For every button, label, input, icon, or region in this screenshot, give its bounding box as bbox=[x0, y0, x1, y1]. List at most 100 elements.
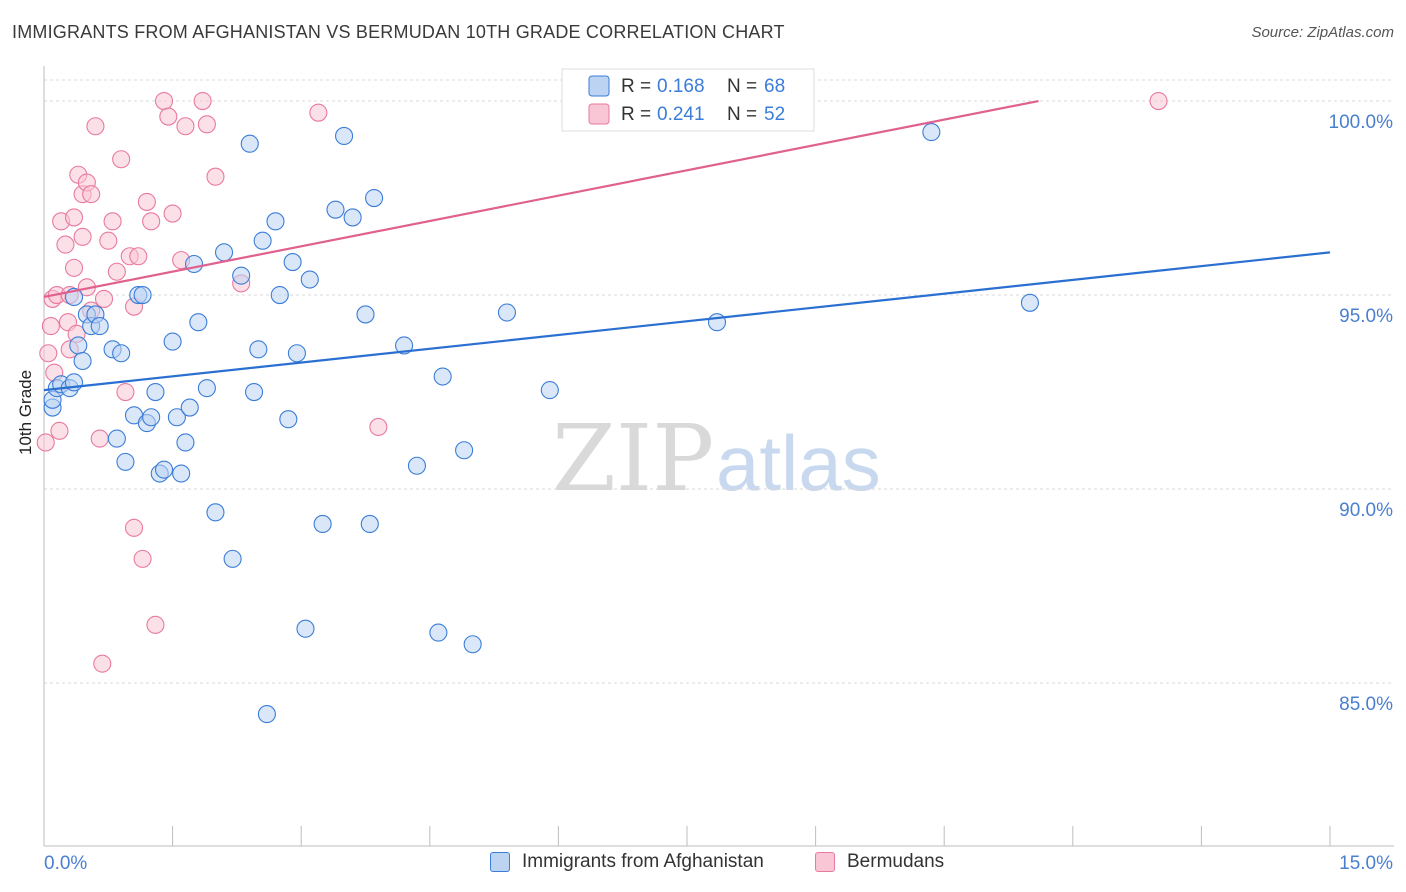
bermudan-point bbox=[82, 185, 101, 204]
afghanistan-point bbox=[244, 382, 264, 402]
chart-title: IMMIGRANTS FROM AFGHANISTAN VS BERMUDAN … bbox=[12, 22, 785, 42]
afghanistan-points bbox=[43, 91, 1039, 724]
y-tick-label: 100.0% bbox=[1329, 112, 1394, 133]
afghanistan-point bbox=[197, 379, 216, 398]
bermudan-point bbox=[112, 150, 131, 169]
bermudan-point bbox=[176, 117, 195, 136]
bermudan-point bbox=[99, 231, 118, 250]
afghanistan-point bbox=[167, 408, 186, 427]
bermudan-point bbox=[133, 549, 152, 568]
stats-n-value-blue: 68 bbox=[764, 76, 785, 97]
afghanistan-point bbox=[463, 635, 482, 654]
afghanistan-point bbox=[257, 705, 276, 724]
bermudan-point bbox=[73, 227, 92, 246]
bermudan-point bbox=[193, 91, 212, 111]
bermudan-point bbox=[142, 212, 161, 231]
bermudan-point bbox=[103, 212, 122, 231]
afghanistan-point bbox=[395, 336, 414, 355]
stats-swatch-pink bbox=[588, 103, 610, 125]
x-tick-label-min: 0.0% bbox=[44, 853, 87, 874]
bermudan-point bbox=[163, 204, 182, 223]
afghanistan-point bbox=[142, 408, 161, 427]
axes bbox=[43, 66, 1394, 847]
bermudan-point bbox=[39, 344, 58, 363]
afghanistan-point bbox=[326, 200, 345, 219]
afghanistan-point bbox=[356, 305, 375, 324]
stats-swatch-blue bbox=[588, 75, 610, 97]
afghanistan-point bbox=[249, 340, 268, 359]
bermudan-point bbox=[64, 258, 84, 277]
bermudan-point bbox=[36, 433, 55, 452]
bermudan-point bbox=[129, 247, 148, 266]
afghanistan-point bbox=[707, 313, 727, 332]
afghanistan-point bbox=[343, 208, 362, 227]
legend-swatch-blue bbox=[490, 852, 510, 872]
y-tick-label: 85.0% bbox=[1339, 694, 1393, 715]
source-label: Source: ZipAtlas.com bbox=[1251, 24, 1394, 41]
gridlines bbox=[44, 79, 1394, 684]
bermudan-point bbox=[146, 615, 165, 634]
bermudan-point bbox=[159, 107, 178, 126]
y-tick-labels: 85.0% 90.0% 95.0% 100.0% bbox=[1329, 112, 1394, 715]
afghanistan-point bbox=[497, 303, 517, 322]
bermudan-point bbox=[86, 117, 105, 136]
afghanistan-point bbox=[90, 317, 109, 336]
bermudan-point bbox=[1149, 91, 1168, 111]
afghanistan-point bbox=[180, 398, 199, 417]
afghanistan-point bbox=[360, 514, 379, 534]
afghanistan-point bbox=[214, 243, 234, 262]
x-tick-labels: 0.0% 15.0% bbox=[44, 853, 1393, 874]
legend-swatch-pink bbox=[815, 852, 835, 872]
afghanistan-point bbox=[455, 441, 474, 460]
y-tick-label: 95.0% bbox=[1339, 306, 1393, 327]
bermudan-point bbox=[309, 103, 328, 122]
afghanistan-point bbox=[206, 503, 225, 522]
afghanistan-point bbox=[116, 452, 135, 471]
afghanistan-point bbox=[313, 514, 332, 534]
stats-legend: R = 0.168 N = 68 R = 0.241 N = 52 bbox=[561, 68, 815, 132]
legend-label-bermudans: Bermudans bbox=[847, 851, 945, 872]
bottom-legend: Immigrants from Afghanistan Bermudans bbox=[0, 851, 1406, 879]
afghanistan-point bbox=[1020, 293, 1039, 312]
afghanistan-point bbox=[407, 456, 426, 475]
afghanistan-point bbox=[146, 382, 165, 402]
watermark-atlas: atlas bbox=[716, 419, 881, 507]
afghanistan-point bbox=[73, 351, 92, 371]
afghanistan-point bbox=[300, 270, 319, 289]
afghanistan-point bbox=[283, 253, 302, 272]
afghanistan-point bbox=[112, 344, 131, 363]
afghanistan-point bbox=[922, 123, 941, 142]
afghanistan-point bbox=[429, 623, 448, 642]
bermudan-point bbox=[90, 429, 109, 448]
x-tick-label-max: 15.0% bbox=[1339, 853, 1393, 874]
bermudan-point bbox=[124, 518, 144, 537]
bermudan-point bbox=[50, 421, 69, 440]
legend-item-afghanistan: Immigrants from Afghanistan bbox=[490, 851, 764, 873]
stats-r-value-blue: 0.168 bbox=[657, 76, 705, 97]
stats-n-label-pink: N = bbox=[727, 104, 757, 125]
trend-lines bbox=[43, 99, 1331, 392]
afghanistan-point bbox=[184, 254, 204, 274]
afghanistan-point bbox=[133, 285, 152, 305]
bermudan-point bbox=[197, 115, 216, 134]
afghanistan-point bbox=[270, 285, 289, 305]
afghanistan-point bbox=[176, 433, 195, 452]
afghanistan-point bbox=[189, 313, 208, 332]
bermudan-point bbox=[116, 382, 135, 402]
bermudan-point bbox=[56, 235, 75, 254]
bermudan-point bbox=[137, 192, 156, 211]
stats-n-label-blue: N = bbox=[727, 76, 757, 97]
afghanistan-point bbox=[253, 231, 272, 250]
bermudan-point bbox=[41, 317, 60, 336]
afghanistan-point bbox=[69, 336, 88, 355]
afghanistan-point bbox=[335, 126, 354, 146]
legend-item-bermudans: Bermudans bbox=[815, 851, 944, 873]
afghanistan-point bbox=[107, 429, 126, 448]
watermark-zip: ZIP bbox=[552, 405, 714, 512]
legend-label-afghanistan: Immigrants from Afghanistan bbox=[522, 851, 764, 872]
bermudan-point bbox=[154, 91, 174, 111]
bermudan-point bbox=[64, 208, 84, 227]
afghanistan-point bbox=[433, 367, 452, 386]
stats-r-label-pink: R = bbox=[621, 104, 651, 125]
